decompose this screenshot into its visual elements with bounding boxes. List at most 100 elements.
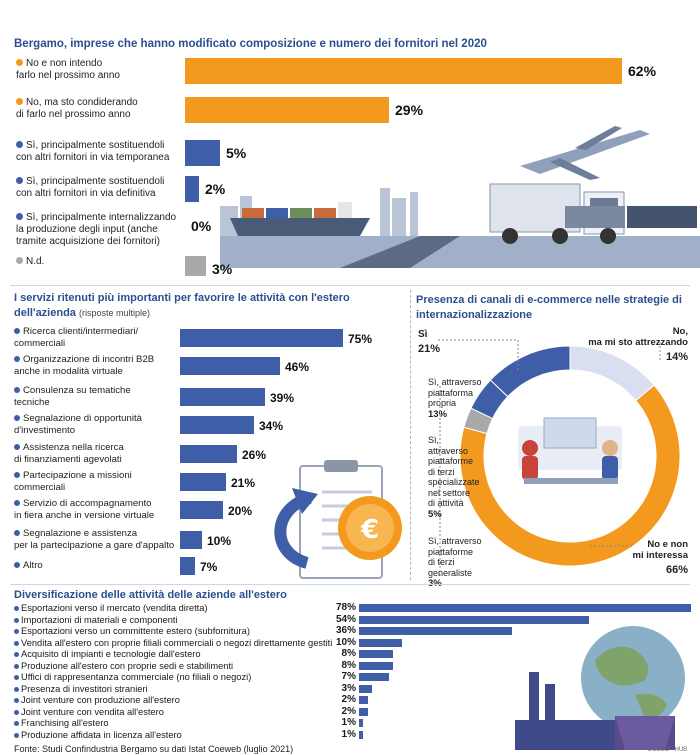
- chart1-legend-dot: [16, 98, 23, 105]
- donut-annotation-line: piattaforme: [428, 456, 474, 466]
- chart1-label-line: Sì, principalmente sostituendoli: [26, 140, 165, 151]
- chart1-bar: [185, 256, 206, 276]
- svg-text:€: €: [360, 515, 379, 545]
- chart1-label-line: No e non intendo: [26, 58, 103, 69]
- chart1-value-label: 5%: [226, 145, 247, 161]
- chart4-row: Importazioni di materiali e componenti 54…: [14, 614, 694, 626]
- donut-annotation-no-interessa: No e non mi interessa 66%: [600, 539, 688, 579]
- chart2-label-line: commerciali: [14, 481, 66, 493]
- donut-annotation-specializzate: Sì, attraverso piattaforme di terzi speciali…: [428, 435, 480, 520]
- donut-annotation-value: 66%: [665, 564, 688, 576]
- chart4-bar: [359, 730, 363, 739]
- donut-annotation-line: piattaforme: [428, 546, 474, 557]
- chart2-subtitle: (risposte multiple): [78, 308, 151, 318]
- chart4-value-label: 10%: [335, 636, 356, 648]
- chart4-row: Vendita all'estero con proprie filiali c…: [14, 637, 694, 649]
- chart2-label: Partecipazione a missioni commerciali: [14, 470, 182, 493]
- chart4-label: Joint venture con vendita all'estero: [14, 706, 164, 718]
- section-divider-1: [10, 285, 690, 286]
- donut-annotation-value: 14%: [665, 351, 688, 363]
- chart4-legend-dot: [14, 606, 19, 611]
- chart4-value-label: 1%: [341, 728, 356, 740]
- chart4-legend-dot: [14, 663, 19, 669]
- chart2-label-line: anche in modalità virtuale: [14, 365, 123, 377]
- chart2-legend-dot: [14, 328, 20, 334]
- donut-annotation-value: 13%: [428, 408, 448, 420]
- chart2-label-line: di finanziamenti agevolati: [14, 453, 122, 465]
- donut-annotation-line: No e non: [647, 539, 688, 550]
- chart1-label-line: con altri fornitori in via definitiva: [16, 188, 156, 199]
- chart1-label-line: farlo nel prossimo anno: [16, 70, 120, 81]
- chart2-label-line: Consulenza su tematiche: [23, 385, 131, 396]
- chart2-legend-dot: [14, 562, 20, 568]
- chart2-label: Altro: [14, 560, 182, 572]
- chart4-label-text: Esportazioni verso un committente estero…: [21, 626, 250, 636]
- chart4-bar: [359, 707, 368, 716]
- chart1-legend-dot: [16, 213, 23, 220]
- chart2-legend-dot: [14, 472, 20, 478]
- chart1-bar: [185, 176, 199, 202]
- chart4-row: Presenza di investitori stranieri 3%: [14, 683, 694, 695]
- chart4-row: Acquisito di impianti e tecnologie dall'…: [14, 648, 694, 660]
- chart4-legend-dot: [14, 675, 19, 680]
- donut-annotation-line: Sì, attraverso: [428, 377, 482, 387]
- chart4-legend-dot: [14, 617, 19, 623]
- chart4-bar: [359, 604, 691, 612]
- donut-annotation-line: mi interessa: [632, 550, 688, 561]
- chart4-row: Produzione affidata in licenza all'ester…: [14, 729, 694, 741]
- chart2-label-line: Organizzazione di incontri B2B: [23, 354, 155, 365]
- chart2-bar: [180, 445, 237, 463]
- chart2-legend-dot: [14, 387, 20, 393]
- chart1-label-line: No, ma sto condiderando: [26, 97, 138, 108]
- chart1-label: N.d.: [16, 256, 186, 268]
- chart4-row: Esportazioni verso il mercato (vendita d…: [14, 602, 694, 614]
- donut-annotation-no-attrezzando: No, ma mi sto attrezzando 14%: [568, 326, 688, 366]
- chart1-label-line: N.d.: [26, 256, 45, 267]
- chart2-value-label: 7%: [200, 560, 218, 574]
- chart2-bar: [180, 557, 195, 575]
- chart2-label: Segnalazione di opportunità d'investiment…: [14, 413, 182, 436]
- vertical-divider: [410, 290, 411, 580]
- chart4-bar: [359, 615, 589, 624]
- chart2-bar: [180, 329, 343, 347]
- chart4-row: Joint venture con produzione all'estero 2…: [14, 694, 694, 706]
- chart2-legend-dot: [14, 415, 20, 421]
- chart1-label-line: la produzione degli input (anche: [16, 224, 158, 235]
- chart4-value-label: 2%: [341, 694, 356, 705]
- chart4-label: Acquisito di impianti e tecnologie dall'…: [14, 648, 201, 660]
- donut-annotation-line: propria: [428, 398, 457, 408]
- chart2-label-line: in fiera anche in versione virtuale: [14, 509, 155, 521]
- chart4-value-label: 8%: [341, 648, 356, 659]
- section-divider-2: [10, 584, 690, 585]
- chart4-row: Franchising all'estero 1%: [14, 717, 694, 729]
- chart2-legend-dot: [14, 530, 20, 536]
- chart2-value-label: 34%: [259, 419, 284, 433]
- donut-slice: [569, 345, 655, 402]
- chart2-label-line: Segnalazione e assistenza: [23, 528, 138, 539]
- chart4-row: Esportazioni verso un committente estero…: [14, 625, 694, 637]
- chart3-title: Presenza di canali di e-commerce nelle s…: [416, 294, 682, 321]
- chart1-label-line: con altri fornitori in via temporanea: [16, 152, 170, 163]
- chart2-bar: [180, 388, 265, 406]
- chart2-label: Consulenza su tematiche tecniche: [14, 385, 182, 408]
- chart1-value-label: 2%: [205, 181, 226, 197]
- chart4-label: Uffici di rappresentanza commerciale (no…: [14, 671, 251, 683]
- chart2-label-line: Assistenza nella ricerca: [23, 442, 124, 453]
- chart4-row: Produzione all'estero con proprie sedi e…: [14, 660, 694, 672]
- chart4-label: Esportazioni verso un committente estero…: [14, 625, 250, 637]
- ecommerce-donut-chart: [459, 345, 681, 567]
- chart2-label-line: Segnalazione di opportunità: [23, 413, 142, 424]
- donut-annotation-si: Sì 21%: [418, 328, 440, 357]
- chart2-value-label: 39%: [270, 391, 295, 405]
- chart1-bar: [185, 97, 389, 123]
- chart4-value-label: 1%: [341, 717, 356, 728]
- chart2-title: I servizi ritenuti più importanti per fa…: [14, 291, 409, 321]
- chart1-label-line: Sì, principalmente sostituendoli: [26, 176, 165, 187]
- chart2-label: Ricerca clienti/intermediari/commerciali: [14, 326, 182, 349]
- chart4-label-text: Produzione affidata in licenza all'ester…: [21, 729, 182, 740]
- chart4-label: Produzione all'estero con proprie sedi e…: [14, 660, 233, 672]
- chart4-title: Diversificazione delle attività delle az…: [14, 589, 287, 601]
- chart2-title-text: I servizi ritenuti più importanti per fa…: [14, 292, 350, 319]
- chart4-row: Joint venture con vendita all'estero 2%: [14, 706, 694, 718]
- transport-illustration: [220, 118, 700, 268]
